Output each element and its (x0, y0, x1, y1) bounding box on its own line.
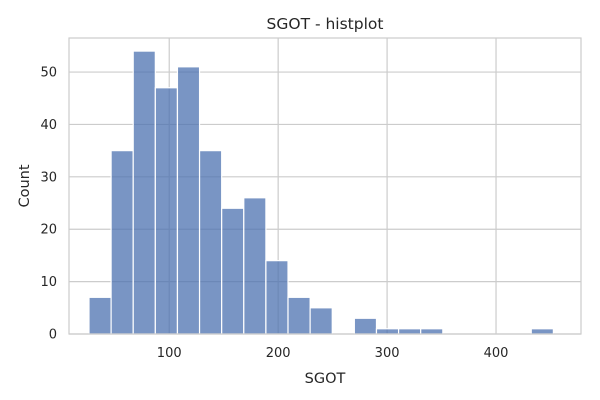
y-axis-ticks: 0 10 20 30 40 50 (40, 66, 57, 343)
histogram-bar (88, 296, 112, 335)
histogram-bar (221, 207, 245, 335)
histogram-bar (353, 317, 378, 335)
x-tick-label: 300 (375, 346, 400, 361)
histogram-bar (110, 150, 134, 335)
histogram-bar (243, 197, 267, 335)
y-tick-label: 10 (40, 275, 57, 290)
histogram-bar (154, 87, 179, 335)
y-tick-label: 0 (49, 328, 57, 343)
y-tick-label: 20 (40, 223, 57, 238)
x-axis-label: SGOT (305, 371, 346, 387)
x-tick-label: 100 (157, 346, 182, 361)
histogram-bar (309, 307, 333, 335)
histogram-bar (265, 260, 289, 335)
y-tick-label: 40 (40, 118, 57, 133)
histogram-bars (88, 50, 554, 335)
histogram-bar (198, 150, 223, 335)
y-tick-label: 30 (40, 170, 57, 185)
plot-frame (68, 37, 582, 335)
x-axis-ticks: 100 200 300 400 (157, 346, 509, 361)
histogram-bar (530, 328, 554, 335)
histogram-bar (397, 328, 422, 335)
histogram-bar (287, 296, 311, 335)
x-tick-label: 400 (484, 346, 509, 361)
histogram-bar (375, 328, 400, 335)
y-axis-label: Count (17, 164, 33, 207)
histogram-bar (132, 50, 156, 335)
x-tick-label: 200 (266, 346, 291, 361)
histogram-bar (420, 328, 444, 335)
chart-title: SGOT - histplot (267, 15, 384, 33)
y-tick-label: 50 (40, 66, 57, 81)
histogram-bar (176, 66, 201, 335)
